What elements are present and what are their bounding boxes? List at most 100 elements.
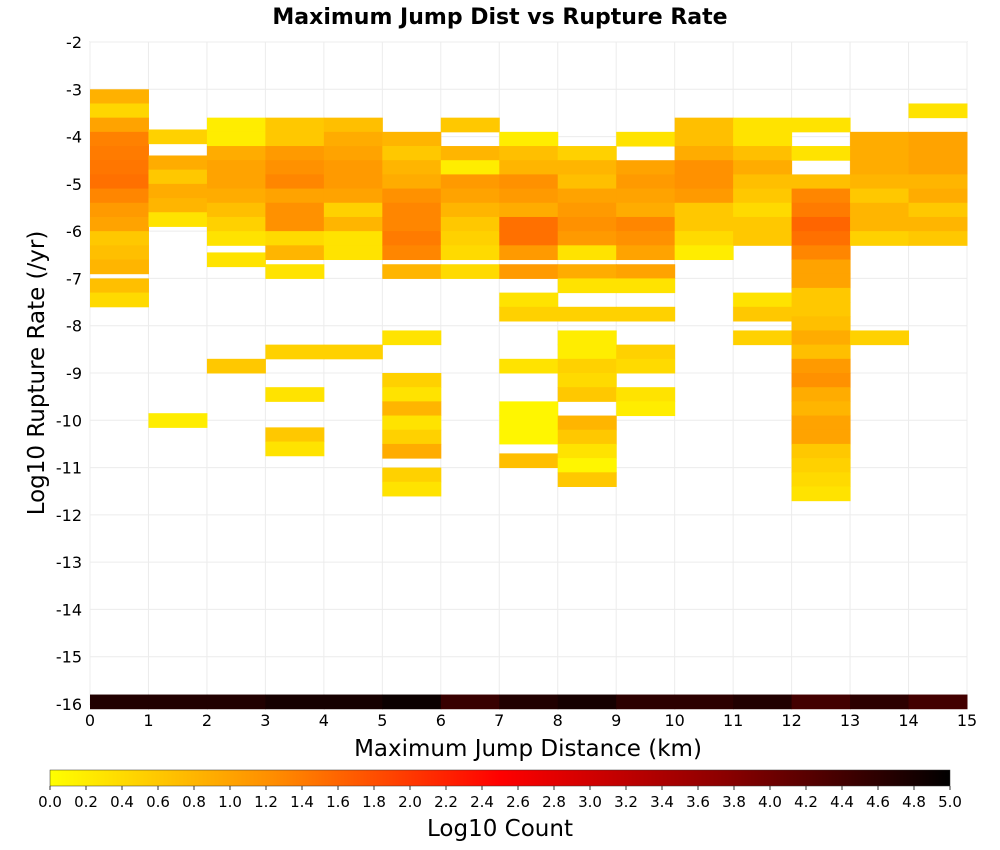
- heatmap-cell: [323, 344, 383, 360]
- heatmap-cell: [791, 316, 851, 331]
- heatmap-cell: [674, 117, 734, 133]
- colorbar-tick-label: 4.4: [830, 793, 854, 811]
- heatmap-cell: [382, 481, 442, 497]
- heatmap-cell: [733, 174, 793, 190]
- heatmap-cell: [382, 387, 442, 402]
- heatmap-cell: [90, 89, 149, 104]
- heatmap-cell: [206, 216, 266, 232]
- colorbar-tick-label: 0.4: [110, 793, 134, 811]
- heatmap-cell: [850, 146, 910, 161]
- colorbar-ticks: 0.0 0.2 0.4 0.6 0.8 1.0 1.2 1.4 1.6 1.8 2.0 2.2 2.4 2…: [38, 786, 962, 811]
- heatmap-cell: [557, 373, 617, 388]
- heatmap-cell: [616, 131, 676, 147]
- heatmap-cell: [557, 358, 617, 374]
- heatmap-cell: [382, 131, 442, 147]
- heatmap-cell: [499, 174, 559, 190]
- heatmap-cell: [90, 231, 149, 246]
- heatmap-cell: [382, 146, 442, 161]
- heatmap-cell: [850, 131, 910, 147]
- heatmap-cell: [616, 160, 676, 175]
- heatmap-cell: [499, 358, 559, 374]
- heatmap-cell: [791, 373, 851, 388]
- colorbar-tick-label: 1.2: [254, 793, 278, 811]
- heatmap-cell: [382, 467, 442, 483]
- heatmap-cell: [616, 231, 676, 246]
- heatmap-cell: [733, 306, 793, 322]
- heatmap-cell: [499, 216, 559, 232]
- heatmap-cell: [90, 259, 149, 275]
- x-tick-label: 7: [494, 711, 504, 730]
- heatmap-cell: [440, 160, 500, 175]
- heatmap-cell: [908, 146, 968, 161]
- y-tick-label: -5: [66, 175, 82, 194]
- heatmap-cell: [908, 202, 968, 218]
- colorbar-tick-label: 3.2: [614, 793, 638, 811]
- heatmap-cell: [265, 441, 325, 457]
- heatmap-cell: [791, 117, 851, 133]
- heatmap-cell: [323, 188, 383, 204]
- heatmap-cell: [791, 245, 851, 261]
- heatmap-cell: [499, 694, 559, 710]
- heatmap-cell: [499, 245, 559, 261]
- colorbar-tick-label: 2.8: [542, 793, 566, 811]
- heatmap-cell: [791, 429, 851, 445]
- heatmap-cell: [557, 231, 617, 246]
- heatmap-cell: [206, 252, 266, 268]
- heatmap-cell: [908, 174, 968, 190]
- heatmap-cell: [674, 216, 734, 232]
- heatmap-cell: [323, 231, 383, 246]
- heatmap-cell: [616, 387, 676, 402]
- heatmap-cell: [440, 694, 500, 710]
- heatmap-cell: [90, 160, 149, 175]
- heatmap-cell: [323, 245, 383, 261]
- heatmap-cell: [674, 174, 734, 190]
- heatmap-cell: [850, 160, 910, 175]
- heatmap-cell: [557, 415, 617, 431]
- heatmap-cell: [791, 188, 851, 204]
- heatmap-cell: [440, 231, 500, 246]
- x-tick-label: 4: [319, 711, 329, 730]
- heatmap-cell: [674, 231, 734, 246]
- heatmap-cell: [616, 344, 676, 360]
- heatmap-cell: [557, 429, 617, 445]
- heatmap-cell: [557, 344, 617, 360]
- y-tick-label: -2: [66, 33, 82, 52]
- heatmap-cell: [557, 472, 617, 487]
- heatmap-cell: [440, 202, 500, 218]
- x-tick-label: 0: [85, 711, 95, 730]
- heatmap-cell: [791, 202, 851, 218]
- x-axis-label: Maximum Jump Distance (km): [354, 736, 702, 762]
- heatmap-cell: [265, 231, 325, 246]
- heatmap-cell: [265, 216, 325, 232]
- heatmap-cell: [557, 188, 617, 204]
- heatmap-cell: [499, 146, 559, 161]
- heatmap-cell: [323, 160, 383, 175]
- heatmap-cell: [206, 694, 266, 710]
- heatmap-cell: [323, 694, 383, 710]
- heatmap-cell: [499, 401, 559, 417]
- y-tick-label: -13: [56, 553, 82, 572]
- heatmap-cell: [733, 216, 793, 232]
- heatmap-cell: [733, 202, 793, 218]
- heatmap-cell: [557, 160, 617, 175]
- heatmap-cell: [499, 264, 559, 279]
- heatmap-cell: [440, 216, 500, 232]
- heatmap-cell: [616, 216, 676, 232]
- heatmap-cell: [265, 427, 325, 443]
- heatmap-cell: [557, 278, 617, 294]
- heatmap-cell: [265, 131, 325, 147]
- heatmap-cell: [90, 245, 149, 261]
- heatmap-cell: [791, 231, 851, 246]
- x-tick-label: 8: [553, 711, 563, 730]
- heatmap-cell: [616, 401, 676, 417]
- y-tick-label: -10: [56, 411, 82, 430]
- colorbar-label: Log10 Count: [427, 816, 573, 842]
- heatmap-cell: [440, 174, 500, 190]
- heatmap-cell: [791, 415, 851, 431]
- heatmap-cell: [499, 160, 559, 175]
- heatmap-cell: [382, 245, 442, 261]
- x-tick-label: 6: [436, 711, 446, 730]
- heatmap-cell: [908, 103, 968, 119]
- heatmap-cell: [206, 188, 266, 204]
